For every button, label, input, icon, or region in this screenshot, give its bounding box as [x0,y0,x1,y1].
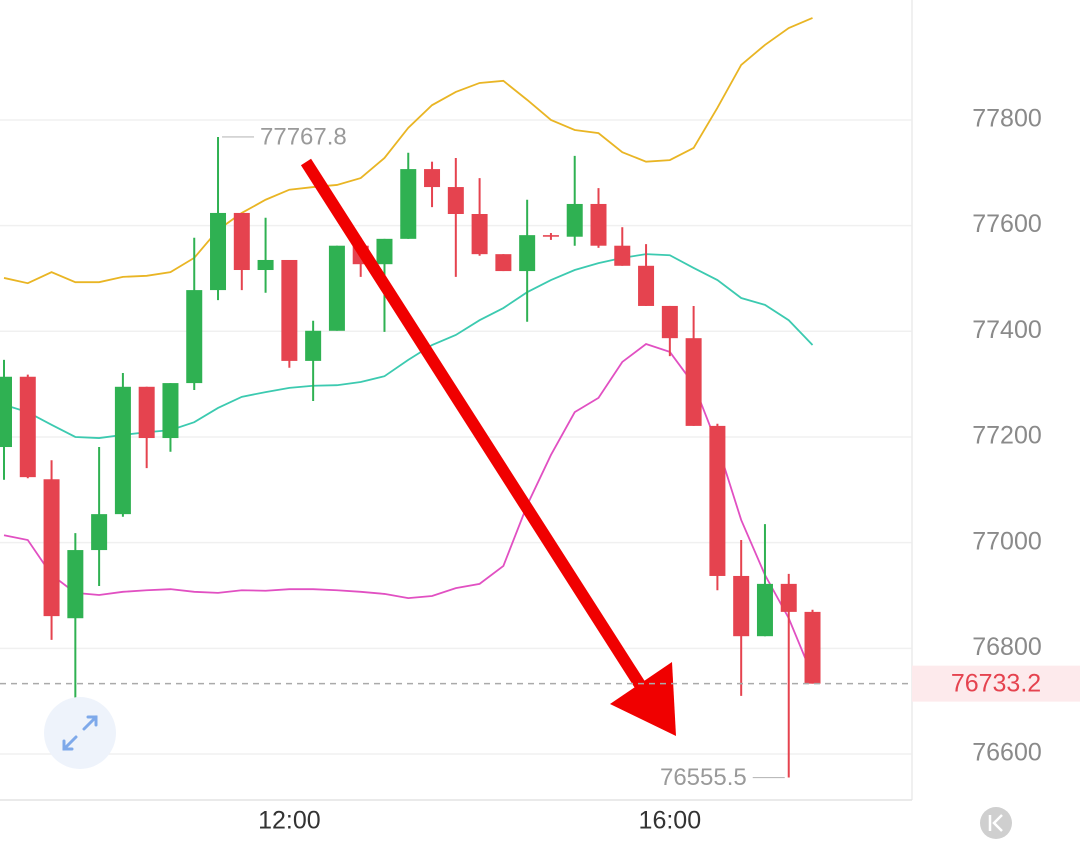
candle-body [495,254,512,272]
y-tick-label: 76600 [972,739,1042,767]
high-marker-label: 77767.8 [260,123,347,150]
expand-icon[interactable] [62,715,98,751]
candle-body [114,386,131,515]
candle-body [709,425,726,576]
y-tick-label: 77800 [972,105,1042,133]
candle-body [19,376,36,478]
arrow-shaft [300,158,648,692]
candle-body [566,203,583,237]
candle-body [614,245,631,266]
candle-body [91,514,108,551]
candle-body [542,235,559,237]
arrow-head [610,662,676,736]
y-tick-label: 77400 [972,316,1042,344]
candle-body [519,235,536,272]
y-tick-label: 77000 [972,527,1042,555]
candle-body [590,203,607,246]
candle-body [471,214,488,255]
expand-button[interactable] [44,697,116,769]
indicator-line [3,342,814,677]
x-tick-label: 12:00 [258,807,321,835]
candle-body [424,169,441,188]
candle-body [328,245,345,331]
candle-body [305,330,322,361]
scroll-start-button[interactable] [980,807,1012,839]
candle-body [638,265,655,306]
candle-body [233,212,250,271]
last-price-bg [912,665,1080,702]
candle-body [447,187,464,215]
candle-body [756,583,773,637]
y-tick-label: 76800 [972,633,1042,661]
candle-body [685,338,702,426]
candle-body [0,376,12,448]
candle-body [138,386,155,439]
candle-body [780,583,797,612]
candle-body [376,238,393,265]
candle-body [257,259,274,271]
candle-body [804,611,821,684]
trend-arrow [300,158,676,736]
marks [0,17,821,778]
candle-body [186,290,203,384]
expand-button-bg[interactable] [44,697,116,769]
y-tick-label: 77200 [972,422,1042,450]
last-price-label: 76733.2 [951,669,1041,697]
candle-body [67,550,84,619]
candle-body [281,259,298,361]
scroll-start-bg[interactable] [980,807,1012,839]
x-tick-label: 16:00 [639,807,702,835]
candle-body [162,383,179,439]
candle-body [210,212,227,291]
scroll-start-icon[interactable] [988,814,1003,832]
candle-body [733,575,750,637]
y-tick-label: 77600 [972,210,1042,238]
candle-body [400,169,417,239]
candle-body [661,305,678,339]
indicator-line [3,17,813,285]
candle-body [43,479,60,617]
low-marker-label: 76555.5 [660,764,747,791]
